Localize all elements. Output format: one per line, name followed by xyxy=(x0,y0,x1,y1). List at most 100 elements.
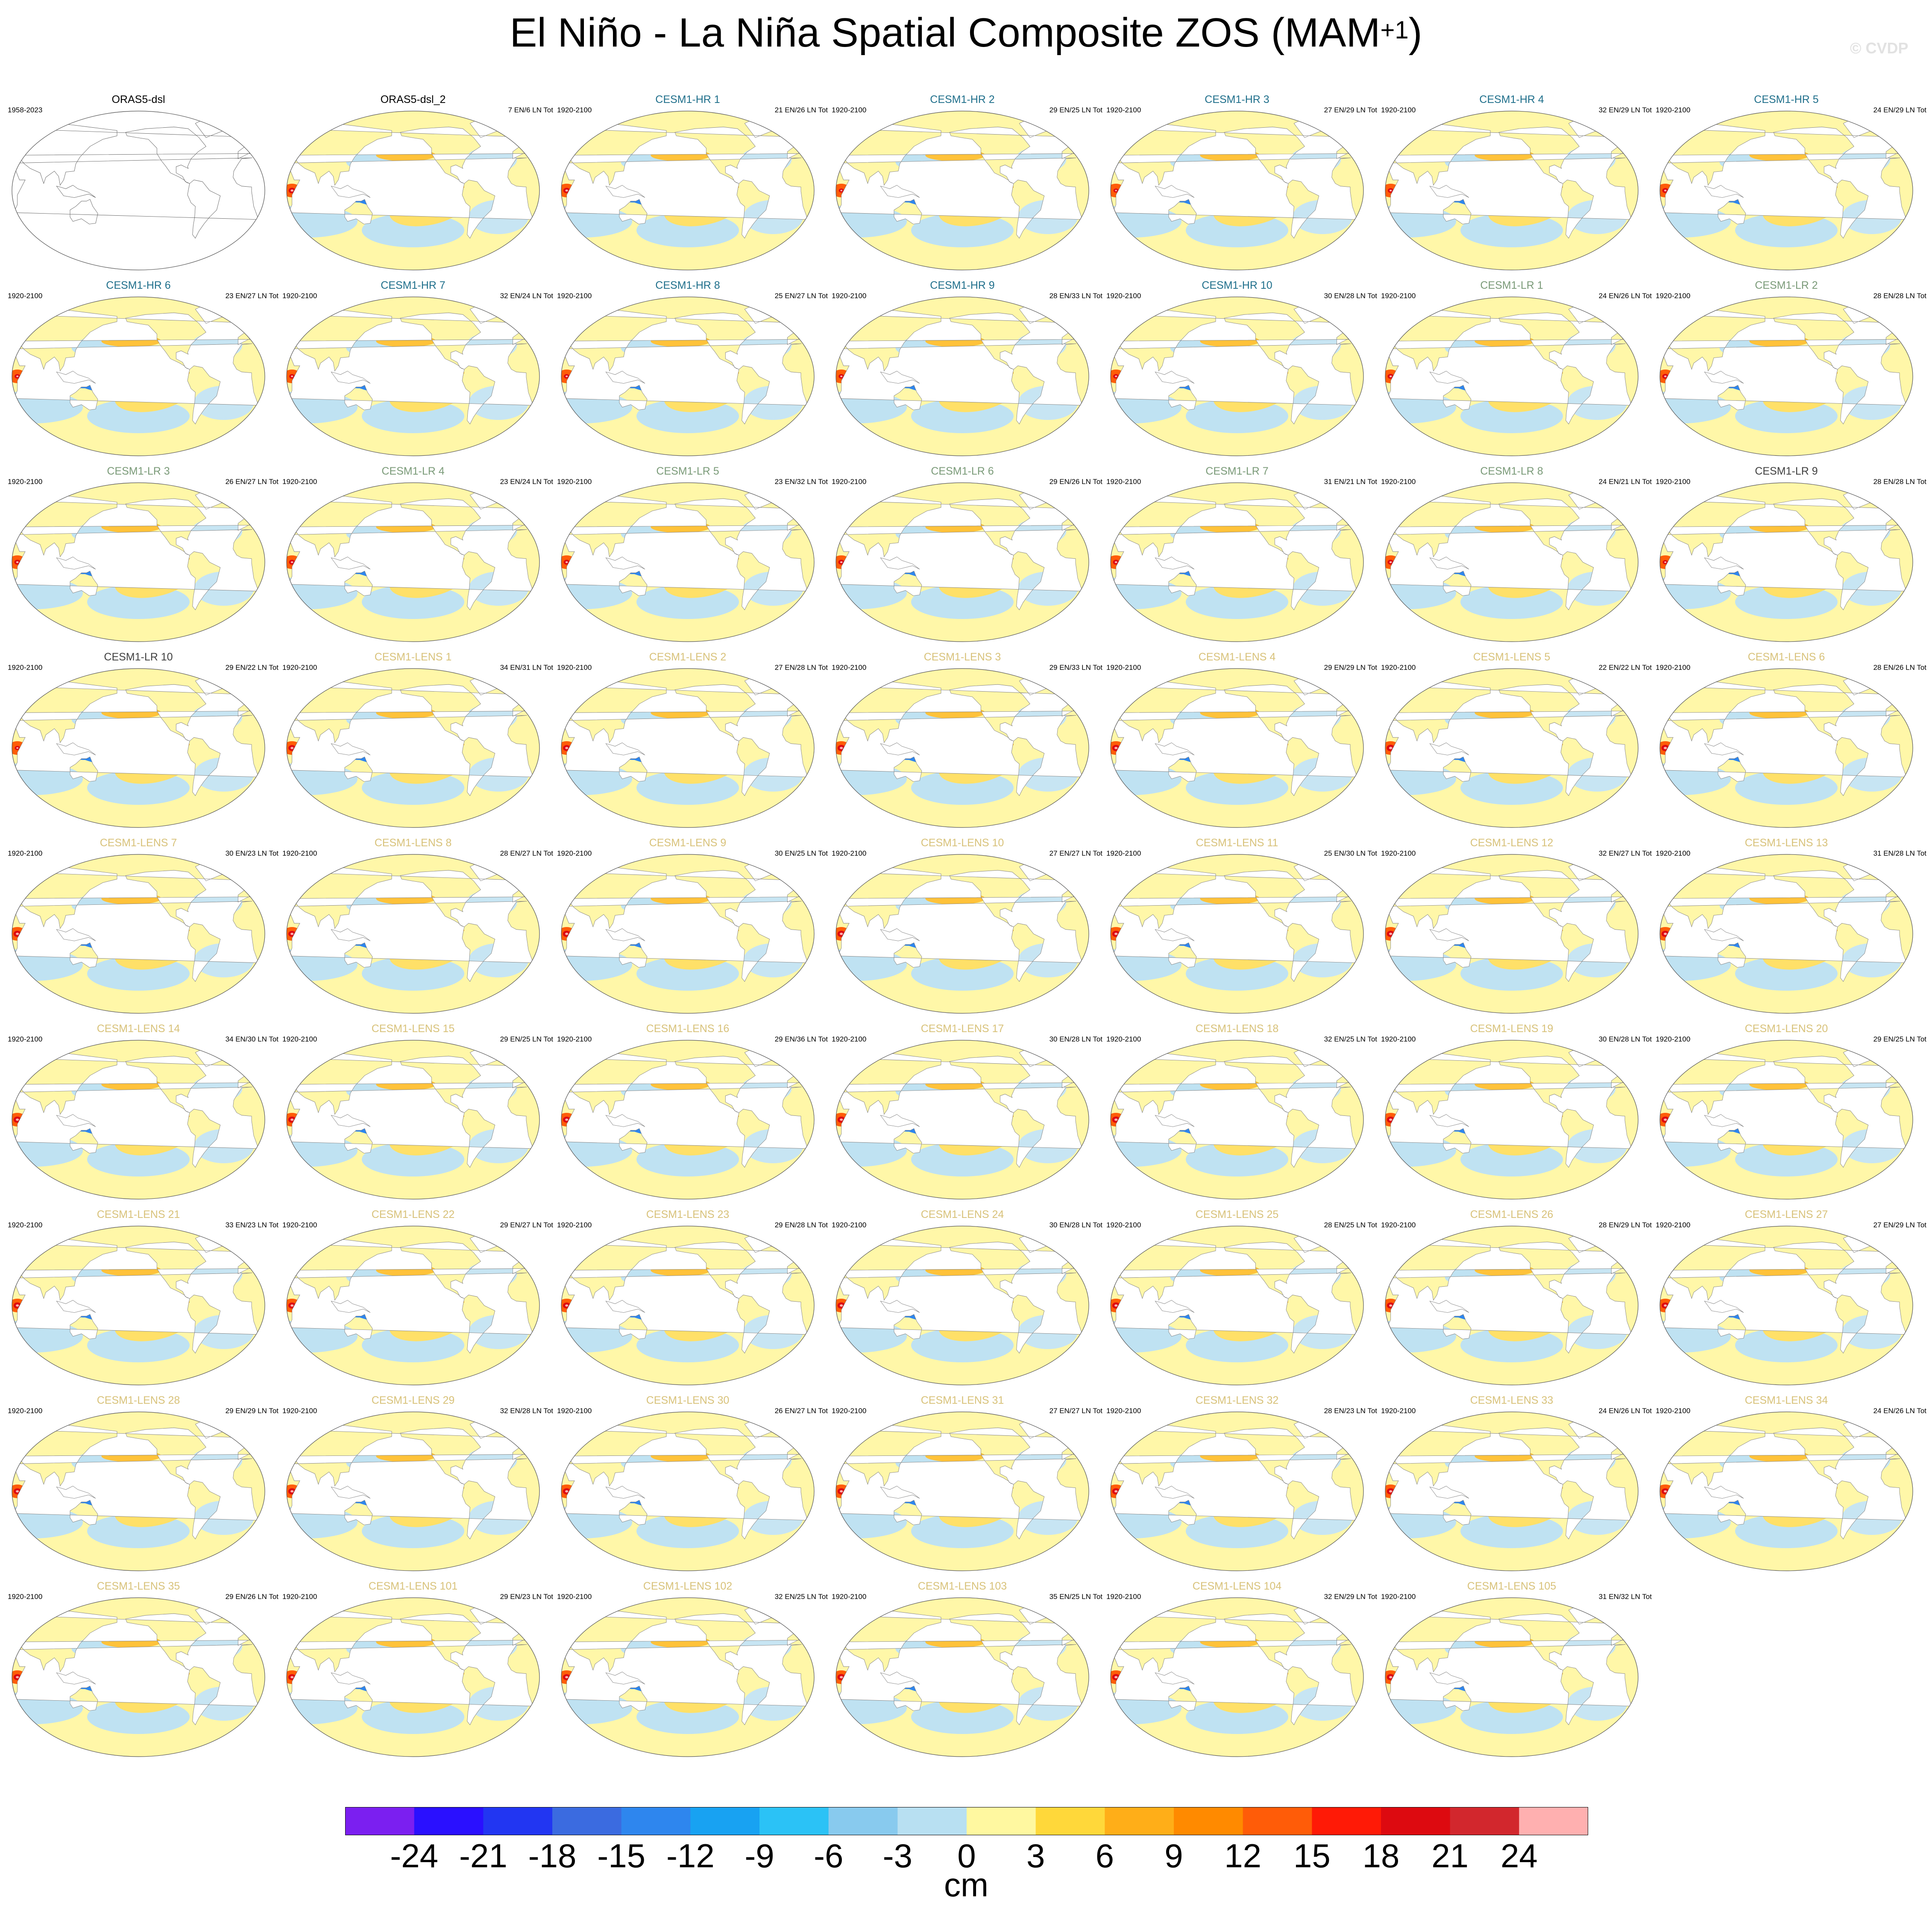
panel-title: CESM1-LENS 31 xyxy=(921,1394,1004,1406)
map-border xyxy=(1385,668,1639,828)
watermark: © CVDP xyxy=(1850,39,1909,57)
map-plot xyxy=(561,1040,815,1200)
map-plot xyxy=(1385,668,1639,828)
map-border xyxy=(1110,482,1364,642)
map-plot xyxy=(836,1040,1089,1200)
map-panel: CESM1-HR 4 1920-2100 32 EN/29 LN Tot xyxy=(1375,91,1652,274)
land-mask xyxy=(1385,1233,1638,1354)
map-panel: CESM1-LENS 27 1920-2100 27 EN/29 LN Tot xyxy=(1650,1206,1926,1389)
map-border xyxy=(1659,296,1913,456)
panel-title: CESM1-HR 4 xyxy=(1479,94,1544,106)
map-plot xyxy=(286,854,540,1014)
panel-event-counts: 24 EN/26 LN Tot xyxy=(1873,1407,1926,1415)
map-plot xyxy=(286,111,540,270)
map-plot xyxy=(561,668,815,828)
map-panel: CESM1-LENS 22 1920-2100 29 EN/27 LN Tot xyxy=(276,1206,553,1389)
panel-period: 1920-2100 xyxy=(557,106,592,114)
panel-title: CESM1-LENS 23 xyxy=(646,1209,730,1220)
panel-period: 1920-2100 xyxy=(1656,1035,1691,1043)
land-mask xyxy=(1111,861,1363,982)
land-mask xyxy=(836,304,1089,425)
map-panel: CESM1-HR 6 1920-2100 23 EN/27 LN Tot xyxy=(2,276,279,460)
panel-period: 1920-2100 xyxy=(1106,292,1141,300)
colorbar-swatch xyxy=(1174,1807,1243,1835)
map-plot xyxy=(1659,296,1913,456)
panel-period: 1920-2100 xyxy=(1656,849,1691,857)
panel-period: 1920-2100 xyxy=(1381,1221,1416,1229)
map-border xyxy=(836,854,1089,1014)
map-panel: CESM1-LENS 30 1920-2100 26 EN/27 LN Tot xyxy=(551,1391,828,1575)
panel-period: 1920-2100 xyxy=(832,849,867,857)
panel-title: CESM1-HR 5 xyxy=(1754,94,1819,106)
map-plot xyxy=(286,1597,540,1757)
map-panel: CESM1-LENS 19 1920-2100 30 EN/28 LN Tot xyxy=(1375,1020,1652,1203)
panel-title: CESM1-LR 9 xyxy=(1755,465,1818,477)
panel-title: CESM1-LENS 2 xyxy=(649,651,727,663)
panel-event-counts: 23 EN/27 LN Tot xyxy=(225,292,279,300)
panel-period: 1920-2100 xyxy=(1106,1593,1141,1601)
map-panel: CESM1-LENS 4 1920-2100 29 EN/29 LN Tot xyxy=(1100,648,1377,832)
panel-period: 1920-2100 xyxy=(1381,663,1416,672)
map-plot xyxy=(12,296,265,456)
land-mask xyxy=(12,675,265,796)
map-plot xyxy=(1110,296,1364,456)
land-mask xyxy=(12,1047,265,1168)
colorbar-swatch xyxy=(552,1807,622,1835)
map-plot xyxy=(836,1411,1089,1571)
map-panel: CESM1-LENS 20 1920-2100 29 EN/25 LN Tot xyxy=(1650,1020,1926,1203)
map-border xyxy=(1110,111,1364,270)
panel-period: 1920-2100 xyxy=(8,1221,43,1229)
panel-title: CESM1-LENS 21 xyxy=(97,1209,180,1220)
panel-title: CESM1-LENS 34 xyxy=(1744,1394,1828,1406)
map-plot xyxy=(561,1226,815,1385)
panel-event-counts: 29 EN/36 LN Tot xyxy=(774,1035,828,1043)
land-mask xyxy=(1111,1047,1363,1168)
map-border xyxy=(1659,1040,1913,1200)
panel-period: 1920-2100 xyxy=(832,478,867,486)
panel-event-counts: 34 EN/30 LN Tot xyxy=(225,1035,279,1043)
map-border xyxy=(561,854,815,1014)
panel-event-counts: 29 EN/26 LN Tot xyxy=(225,1593,279,1601)
panel-title: CESM1-LENS 19 xyxy=(1470,1023,1554,1035)
land-mask xyxy=(561,304,814,425)
panel-event-counts: 31 EN/28 LN Tot xyxy=(1873,849,1926,857)
map-panel: CESM1-LENS 5 1920-2100 22 EN/22 LN Tot xyxy=(1375,648,1652,832)
panel-title: CESM1-LENS 16 xyxy=(646,1023,730,1035)
land-mask xyxy=(836,1419,1089,1540)
panel-event-counts: 28 EN/28 LN Tot xyxy=(1873,478,1926,486)
map-plot xyxy=(1110,111,1364,270)
panel-period: 1920-2100 xyxy=(8,663,43,672)
panel-period: 1920-2100 xyxy=(557,663,592,672)
land-mask xyxy=(1660,861,1913,982)
land-mask xyxy=(1385,1047,1638,1168)
map-border xyxy=(12,668,265,828)
colorbar-tick-label: 12 xyxy=(1224,1837,1262,1875)
map-border xyxy=(1385,1040,1639,1200)
panel-period: 1920-2100 xyxy=(1656,478,1691,486)
panel-event-counts: 32 EN/25 LN Tot xyxy=(1324,1035,1377,1043)
colorbar-swatch xyxy=(414,1807,484,1835)
map-panel: CESM1-LENS 15 1920-2100 29 EN/25 LN Tot xyxy=(276,1020,553,1203)
panel-event-counts: 25 EN/30 LN Tot xyxy=(1324,849,1377,857)
panel-event-counts: 29 EN/29 LN Tot xyxy=(1324,663,1377,672)
map-plot xyxy=(1385,1226,1639,1385)
map-border xyxy=(1385,296,1639,456)
land-mask xyxy=(12,304,265,425)
map-panel: CESM1-LENS 32 1920-2100 28 EN/23 LN Tot xyxy=(1100,1391,1377,1575)
colorbar-swatch xyxy=(759,1807,829,1835)
map-panel: CESM1-LENS 29 1920-2100 32 EN/28 LN Tot xyxy=(276,1391,553,1575)
map-plot xyxy=(836,668,1089,828)
panel-period: 1920-2100 xyxy=(557,1221,592,1229)
map-border xyxy=(12,296,265,456)
panel-event-counts: 24 EN/26 LN Tot xyxy=(1598,292,1652,300)
panel-event-counts: 29 EN/33 LN Tot xyxy=(1049,663,1102,672)
panel-period: 1920-2100 xyxy=(1381,1407,1416,1415)
panel-event-counts: 29 EN/28 LN Tot xyxy=(774,1221,828,1229)
panel-title: CESM1-LENS 101 xyxy=(368,1580,458,1592)
panel-period: 1920-2100 xyxy=(8,478,43,486)
map-border xyxy=(12,1411,265,1571)
panel-title: CESM1-LENS 28 xyxy=(97,1394,180,1406)
map-plot xyxy=(1110,854,1364,1014)
land-mask xyxy=(1385,304,1638,425)
land-mask xyxy=(1660,304,1913,425)
